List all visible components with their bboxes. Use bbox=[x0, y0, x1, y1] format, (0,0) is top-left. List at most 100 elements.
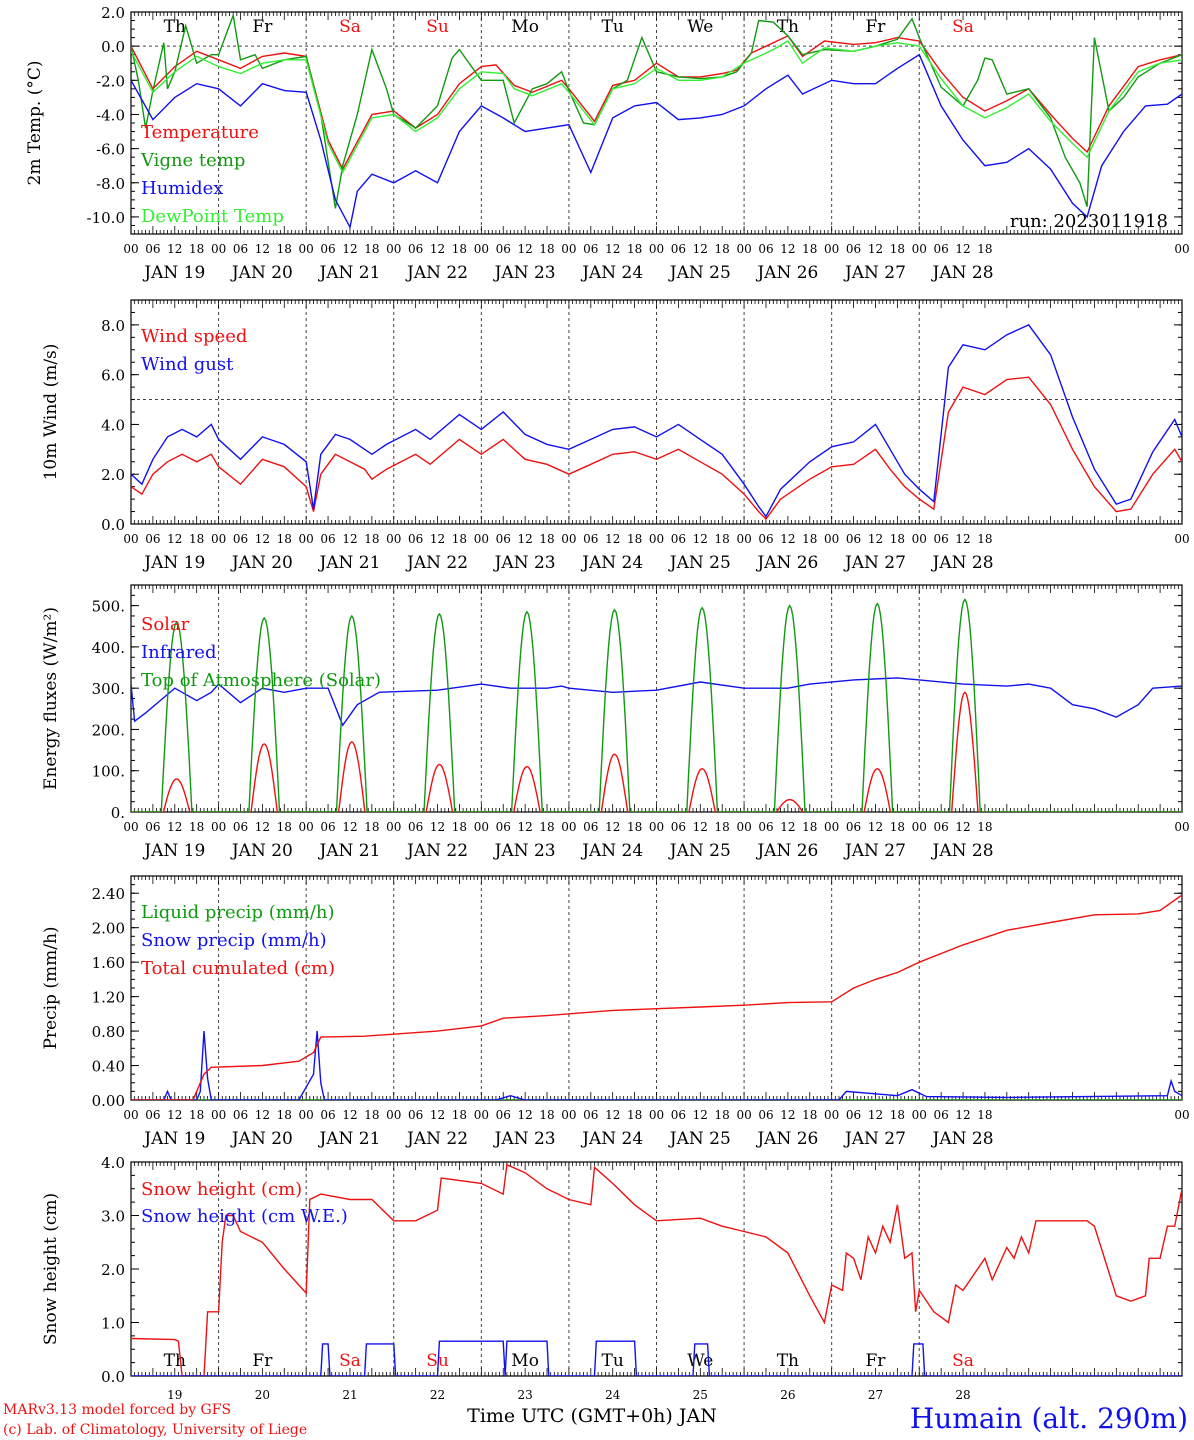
hour-tick-label: 00 bbox=[211, 242, 226, 256]
hour-tick-label: 18 bbox=[627, 1108, 642, 1122]
hour-tick-label: 00 bbox=[824, 1108, 839, 1122]
hour-tick-label: 00 bbox=[299, 820, 314, 834]
hour-tick-label: 12 bbox=[430, 242, 445, 256]
y-tick-label: 300. bbox=[92, 680, 125, 698]
day-number-label: 23 bbox=[517, 1388, 532, 1402]
y-tick-label: 1.60 bbox=[92, 954, 125, 972]
hour-tick-label: 18 bbox=[890, 532, 905, 546]
legend-entry: Wind gust bbox=[141, 354, 234, 375]
hour-tick-label: 00 bbox=[736, 242, 751, 256]
y-axis-label: Precip (mm/h) bbox=[41, 926, 61, 1049]
hour-tick-label: 12 bbox=[955, 820, 970, 834]
hour-tick-label: 18 bbox=[977, 1108, 992, 1122]
hour-tick-label: 12 bbox=[605, 1108, 620, 1122]
hour-tick-label: 18 bbox=[364, 1108, 379, 1122]
y-tick-label: 400. bbox=[92, 639, 125, 657]
hour-tick-label: 12 bbox=[255, 242, 270, 256]
hour-tick-label: 18 bbox=[452, 820, 467, 834]
y-tick-label: 4.0 bbox=[101, 1154, 125, 1172]
hour-tick-label: 00 bbox=[299, 242, 314, 256]
credit-line-2: (c) Lab. of Climatology, University of L… bbox=[3, 1422, 307, 1438]
hour-tick-label: 18 bbox=[715, 532, 730, 546]
hour-tick-label: 00 bbox=[123, 532, 138, 546]
hour-tick-label: 18 bbox=[802, 532, 817, 546]
y-tick-label: 6.0 bbox=[101, 367, 125, 385]
panel-1: 2.0 0.0 -2.0 -4.0 -6.0 -8.0 -10.0 2m Temp. (°C)… bbox=[25, 4, 1190, 283]
hour-tick-label: 00 bbox=[912, 820, 927, 834]
hour-tick-label: 18 bbox=[977, 242, 992, 256]
hour-tick-label: 00 bbox=[123, 1108, 138, 1122]
y-tick-label: -2.0 bbox=[96, 72, 125, 90]
series-group bbox=[131, 894, 1182, 1100]
day-number-label: 22 bbox=[430, 1388, 445, 1402]
hour-tick-label: 06 bbox=[758, 820, 773, 834]
hour-tick-label: 06 bbox=[233, 532, 248, 546]
series-line-dewpoint-temp bbox=[131, 40, 1182, 175]
hour-tick-label: 06 bbox=[671, 820, 686, 834]
hour-tick-label: 00 bbox=[474, 1108, 489, 1122]
hour-tick-label: 06 bbox=[496, 532, 511, 546]
series-group bbox=[131, 12, 1182, 230]
hour-tick-label: 06 bbox=[758, 1108, 773, 1122]
hour-tick-label: 12 bbox=[868, 1108, 883, 1122]
y-tick-label: 0.40 bbox=[92, 1058, 125, 1076]
date-label: JAN 28 bbox=[931, 1129, 994, 1149]
hour-tick-label: 06 bbox=[320, 532, 335, 546]
hour-tick-label: 12 bbox=[868, 242, 883, 256]
date-label: JAN 23 bbox=[493, 1129, 556, 1149]
series-line-snow-height-cm bbox=[131, 1163, 1182, 1376]
y-tick-label: 0.0 bbox=[101, 1368, 125, 1386]
hour-tick-label: 18 bbox=[977, 820, 992, 834]
hour-tick-label: 00 bbox=[211, 820, 226, 834]
date-label: JAN 20 bbox=[230, 263, 293, 283]
hour-tick-label: 00 bbox=[1174, 532, 1189, 546]
x-axis-label: Time UTC (GMT+0h) JAN bbox=[467, 1405, 717, 1427]
hour-tick-label: 12 bbox=[342, 532, 357, 546]
date-label: JAN 25 bbox=[668, 263, 731, 283]
date-label: JAN 24 bbox=[580, 841, 643, 861]
series-line-wind-speed bbox=[131, 376, 1182, 521]
hour-tick-label: 06 bbox=[671, 532, 686, 546]
y-axis-label: Snow height (cm) bbox=[41, 1193, 61, 1345]
hour-tick-label: 00 bbox=[561, 820, 576, 834]
hour-tick-label: 12 bbox=[167, 242, 182, 256]
hour-tick-label: 18 bbox=[364, 820, 379, 834]
hour-tick-label: 12 bbox=[780, 242, 795, 256]
hour-tick-label: 00 bbox=[386, 1108, 401, 1122]
hour-tick-label: 12 bbox=[605, 532, 620, 546]
hour-tick-label: 06 bbox=[496, 1108, 511, 1122]
date-label: JAN 21 bbox=[317, 553, 380, 573]
date-label: JAN 28 bbox=[931, 263, 994, 283]
legend-entry: Snow height (cm W.E.) bbox=[141, 1206, 348, 1227]
date-label: JAN 26 bbox=[755, 1129, 818, 1149]
weekday-label: Fr bbox=[865, 17, 886, 37]
hour-tick-label: 06 bbox=[583, 532, 598, 546]
weekday-label: Th bbox=[164, 17, 186, 37]
weekday-label: Sa bbox=[339, 1351, 361, 1371]
date-label: JAN 24 bbox=[580, 553, 643, 573]
hour-tick-label: 06 bbox=[145, 242, 160, 256]
y-axis-label: Energy fluxes (W/m²) bbox=[41, 607, 61, 790]
hour-tick-label: 06 bbox=[758, 532, 773, 546]
date-label: JAN 27 bbox=[843, 841, 906, 861]
legend-entry: Top of Atmosphere (Solar) bbox=[141, 670, 381, 691]
hour-tick-label: 12 bbox=[167, 1108, 182, 1122]
hour-tick-label: 00 bbox=[1174, 1108, 1189, 1122]
y-tick-label: 100. bbox=[92, 763, 125, 781]
hour-tick-label: 06 bbox=[846, 242, 861, 256]
day-number-label: 25 bbox=[693, 1388, 708, 1402]
hour-tick-label: 06 bbox=[934, 1108, 949, 1122]
hour-tick-label: 06 bbox=[320, 1108, 335, 1122]
hour-tick-label: 06 bbox=[846, 820, 861, 834]
hour-tick-label: 18 bbox=[277, 242, 292, 256]
hour-tick-label: 06 bbox=[145, 532, 160, 546]
hour-tick-label: 06 bbox=[496, 820, 511, 834]
hour-tick-label: 12 bbox=[780, 532, 795, 546]
hour-tick-label: 00 bbox=[824, 820, 839, 834]
y-tick-label: 2.0 bbox=[101, 466, 125, 484]
hour-tick-label: 18 bbox=[189, 532, 204, 546]
hour-tick-label: 06 bbox=[408, 1108, 423, 1122]
hour-tick-label: 12 bbox=[693, 1108, 708, 1122]
hour-tick-label: 18 bbox=[627, 532, 642, 546]
hour-tick-label: 06 bbox=[846, 532, 861, 546]
